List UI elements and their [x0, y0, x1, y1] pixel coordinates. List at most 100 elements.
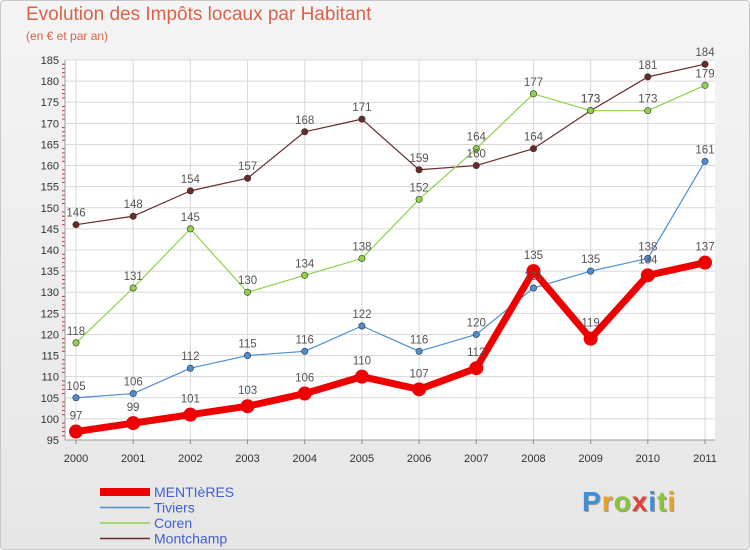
data-point — [583, 331, 598, 346]
data-point — [244, 288, 252, 296]
data-point — [186, 364, 194, 372]
y-tick-label: 130 — [41, 287, 59, 299]
data-point — [358, 115, 366, 123]
data-label: 134 — [638, 254, 658, 266]
logo-letter: r — [601, 486, 614, 517]
data-label: 120 — [467, 317, 486, 329]
legend-label: Coren — [154, 515, 192, 531]
series-line-montchamp — [75, 63, 706, 226]
data-label: 154 — [181, 174, 201, 186]
data-point — [472, 145, 480, 153]
axes: 95 100 105 110 115 120 125 130 135 140 145 150 155 16… — [41, 55, 717, 465]
x-tick-label: 2011 — [693, 453, 717, 465]
logo-letter: t — [657, 486, 668, 517]
x-tick-label: 2010 — [636, 453, 660, 465]
y-tick-label: 95 — [47, 435, 59, 447]
data-label: 119 — [581, 318, 599, 330]
data-label: 173 — [581, 94, 600, 106]
legend-label: Tiviers — [154, 500, 195, 516]
x-tick-label: 2009 — [578, 453, 602, 465]
data-point — [698, 255, 712, 270]
data-point — [126, 416, 141, 431]
legend-label: Montchamp — [154, 531, 227, 547]
data-point — [183, 407, 198, 422]
data-point — [72, 221, 80, 229]
data-label: 112 — [467, 347, 485, 359]
x-tick-label: 2007 — [464, 453, 488, 465]
data-point — [186, 225, 194, 233]
series-line-tiviers — [75, 160, 706, 399]
data-label: 110 — [353, 356, 371, 368]
data-point — [354, 369, 369, 384]
data-label: 157 — [238, 161, 257, 173]
data-label: 181 — [638, 60, 657, 72]
data-point — [529, 145, 537, 153]
data-point — [297, 386, 312, 401]
data-point — [301, 128, 309, 136]
data-label: 177 — [524, 77, 543, 89]
data-label: 135 — [581, 254, 600, 266]
data-point — [472, 162, 480, 170]
data-point — [129, 390, 137, 398]
data-point — [587, 267, 595, 275]
series-line-coren — [75, 84, 706, 344]
data-label: 97 — [70, 411, 83, 423]
series-lines — [69, 60, 712, 439]
data-label: 171 — [352, 102, 371, 114]
data-point — [701, 81, 709, 89]
data-point — [469, 361, 484, 376]
data-label: 138 — [638, 241, 657, 253]
x-tick-label: 2006 — [407, 453, 431, 465]
data-label: 168 — [295, 115, 314, 127]
data-point — [526, 264, 541, 279]
x-tick-label: 2000 — [64, 453, 88, 465]
data-label: 179 — [695, 68, 714, 80]
x-tick-label: 2001 — [121, 453, 145, 465]
data-label: 184 — [695, 47, 715, 59]
x-tick-label: 2005 — [350, 453, 374, 465]
y-tick-label: 135 — [41, 266, 59, 278]
logo-letter: x — [631, 486, 649, 517]
x-tick-label: 2004 — [292, 453, 316, 465]
chart-subtitle: (en € et par an) — [26, 29, 109, 43]
data-label: 118 — [67, 326, 85, 338]
data-point — [186, 187, 194, 195]
data-point — [129, 212, 137, 220]
data-label: 138 — [352, 241, 371, 253]
data-label: 135 — [524, 250, 543, 262]
data-point — [301, 347, 309, 355]
data-point — [415, 166, 423, 174]
data-point — [472, 330, 480, 338]
data-point — [72, 339, 80, 347]
data-point — [129, 284, 137, 292]
data-point — [412, 382, 427, 397]
data-point — [587, 107, 595, 115]
data-point — [244, 352, 252, 360]
y-tick-label: 160 — [41, 161, 59, 173]
data-point — [529, 284, 537, 292]
x-tick-label: 2008 — [521, 453, 545, 465]
x-tick-label: 2002 — [178, 453, 202, 465]
data-point — [644, 73, 652, 81]
y-tick-label: 105 — [41, 393, 59, 405]
data-label: 116 — [410, 334, 428, 346]
grid — [65, 59, 715, 441]
data-point — [301, 271, 309, 279]
data-label: 145 — [181, 212, 200, 224]
data-label: 107 — [409, 368, 428, 380]
y-tick-label: 120 — [41, 329, 59, 341]
y-tick-label: 140 — [41, 245, 59, 257]
proxiti-logo: Proxiti — [582, 486, 676, 518]
data-point — [701, 60, 709, 68]
data-label: 106 — [295, 373, 314, 385]
data-labels: 146 148 154 157 168 171 159 160 164 173 181 184 118 1… — [66, 47, 715, 422]
data-point — [529, 90, 537, 98]
data-point — [358, 322, 366, 330]
y-tick-label: 100 — [41, 414, 59, 426]
data-label: 173 — [638, 94, 657, 106]
logo-letter: P — [582, 486, 602, 517]
data-label: 99 — [127, 402, 140, 414]
data-point — [640, 268, 655, 283]
data-point — [240, 399, 255, 414]
data-label: 112 — [181, 351, 199, 363]
